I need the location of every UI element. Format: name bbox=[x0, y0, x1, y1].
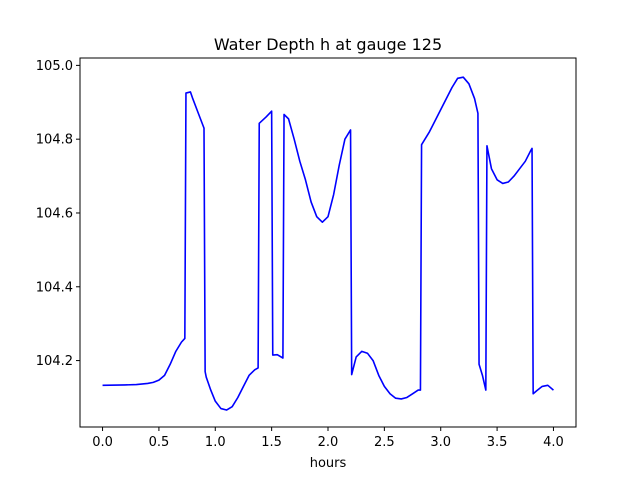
chart-title: Water Depth h at gauge 125 bbox=[214, 35, 442, 54]
y-tick-label: 104.8 bbox=[36, 133, 73, 148]
x-tick-label: 2.5 bbox=[374, 435, 395, 450]
x-axis-label: hours bbox=[310, 456, 347, 471]
x-tick-label: 4.0 bbox=[543, 435, 564, 450]
axes-frame bbox=[79, 57, 577, 428]
x-tick-label: 2.0 bbox=[318, 435, 339, 450]
x-tick-label: 0.5 bbox=[149, 435, 170, 450]
series-line-0 bbox=[102, 76, 554, 411]
x-tick-label: 1.5 bbox=[261, 435, 282, 450]
y-tick-label: 105.0 bbox=[36, 59, 73, 74]
x-tick-label: 0.0 bbox=[92, 435, 113, 450]
plot-area: 0.0 0.5 1.0 1.5 2.0 2.5 3.0 3.5 4.0 104.2104.410… bbox=[36, 57, 577, 450]
y-tick-label: 104.6 bbox=[36, 206, 73, 221]
y-axis-ticks: 104.2 104.4 104.6 104.8 105.0 bbox=[36, 59, 80, 369]
x-tick-label: 3.0 bbox=[430, 435, 451, 450]
x-axis-ticks: 0.0 0.5 1.0 1.5 2.0 2.5 3.0 3.5 4.0 bbox=[92, 427, 564, 450]
x-tick-label: 3.5 bbox=[487, 435, 508, 450]
y-tick-label: 104.2 bbox=[36, 354, 73, 369]
series-layer bbox=[102, 76, 554, 411]
y-tick-label: 104.4 bbox=[36, 280, 73, 295]
x-tick-label: 1.0 bbox=[205, 435, 226, 450]
